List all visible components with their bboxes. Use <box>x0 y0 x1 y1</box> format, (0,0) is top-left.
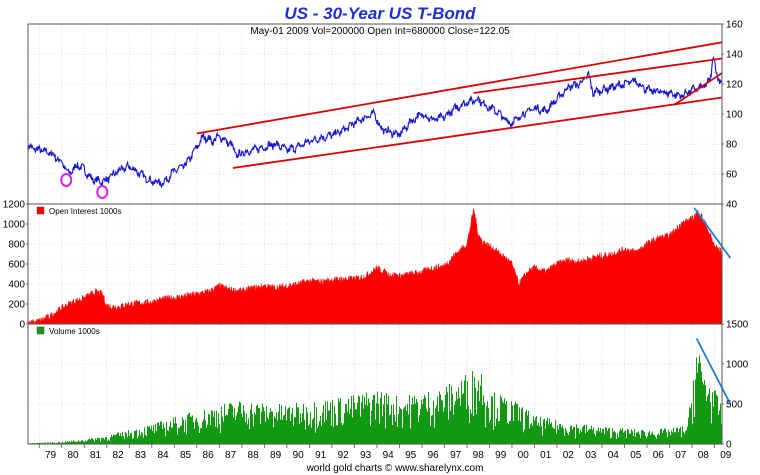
open-interest-decline-line <box>693 207 732 259</box>
open-interest-legend-swatch <box>36 206 45 215</box>
x-tick-label: 06 <box>653 450 665 461</box>
x-tick-label: 81 <box>90 450 102 461</box>
chart-footer: world gold charts © www.sharelynx.com <box>306 463 484 474</box>
price-y-tick-label: 120 <box>726 80 743 91</box>
x-tick-label: 88 <box>248 450 260 461</box>
highlight-circle-marker <box>60 173 73 187</box>
x-tick-label: 98 <box>473 450 485 461</box>
volume-y-tick-label: 1000 <box>726 360 749 371</box>
x-tick-label: 08 <box>698 450 710 461</box>
volume-decline-line <box>695 337 732 405</box>
trend-line <box>196 41 722 135</box>
open-interest-legend-label: Open Interest 1000s <box>49 207 122 216</box>
x-tick-label: 94 <box>383 450 395 461</box>
price-line <box>28 55 722 189</box>
x-tick-label: 80 <box>67 450 79 461</box>
x-tick-label: 91 <box>315 450 327 461</box>
price-y-tick-label: 40 <box>726 200 738 211</box>
trend-line <box>673 71 722 106</box>
volume-bars <box>28 355 722 444</box>
price-y-tick-label: 100 <box>726 110 743 121</box>
price-y-tick-label: 80 <box>726 140 738 151</box>
trend-line <box>473 57 722 94</box>
volume-y-tick-label: 1500 <box>726 320 749 331</box>
x-tick-label: 86 <box>203 450 215 461</box>
x-tick-label: 05 <box>630 450 642 461</box>
x-tick-label: 92 <box>338 450 350 461</box>
price-y-tick-label: 60 <box>726 170 738 181</box>
volume-legend-swatch <box>36 326 45 335</box>
volume-y-tick-label: 500 <box>726 400 743 411</box>
x-tick-label: 02 <box>563 450 575 461</box>
x-tick-label: 01 <box>540 450 552 461</box>
price-y-tick-label: 160 <box>726 20 743 31</box>
open-interest-y-tick-label: 400 <box>8 280 25 291</box>
trend-line <box>232 96 722 169</box>
open-interest-area <box>28 207 722 324</box>
x-tick-label: 82 <box>112 450 124 461</box>
x-tick-label: 84 <box>158 450 170 461</box>
x-tick-label: 87 <box>225 450 237 461</box>
x-tick-label: 85 <box>180 450 192 461</box>
x-tick-label: 79 <box>45 450 57 461</box>
chart-title: US - 30-Year US T-Bond <box>284 4 476 23</box>
x-tick-label: 95 <box>405 450 417 461</box>
x-tick-label: 89 <box>270 450 282 461</box>
volume-y-tick-label: 0 <box>726 440 732 451</box>
open-interest-y-tick-label: 1200 <box>3 200 26 211</box>
x-tick-label: 96 <box>428 450 440 461</box>
x-tick-label: 09 <box>720 450 732 461</box>
open-interest-y-tick-label: 0 <box>19 320 25 331</box>
x-tick-label: 00 <box>518 450 530 461</box>
volume-legend-label: Volume 1000s <box>49 327 100 336</box>
highlight-circle-marker <box>96 185 109 199</box>
open-interest-y-tick-label: 600 <box>8 260 25 271</box>
open-interest-y-tick-label: 200 <box>8 300 25 311</box>
x-tick-label: 90 <box>293 450 305 461</box>
price-y-tick-label: 140 <box>726 50 743 61</box>
x-tick-label: 04 <box>608 450 620 461</box>
x-tick-label: 83 <box>135 450 147 461</box>
x-tick-label: 93 <box>360 450 372 461</box>
x-tick-label: 99 <box>495 450 507 461</box>
chart-subtitle: May-01 2009 Vol=200000 Open Int=680000 C… <box>250 26 510 37</box>
panel-frame-3 <box>27 323 723 445</box>
open-interest-y-tick-label: 800 <box>8 240 25 251</box>
open-interest-y-tick-label: 1000 <box>3 220 26 231</box>
x-tick-label: 07 <box>675 450 687 461</box>
x-tick-label: 97 <box>450 450 462 461</box>
x-tick-label: 03 <box>585 450 597 461</box>
